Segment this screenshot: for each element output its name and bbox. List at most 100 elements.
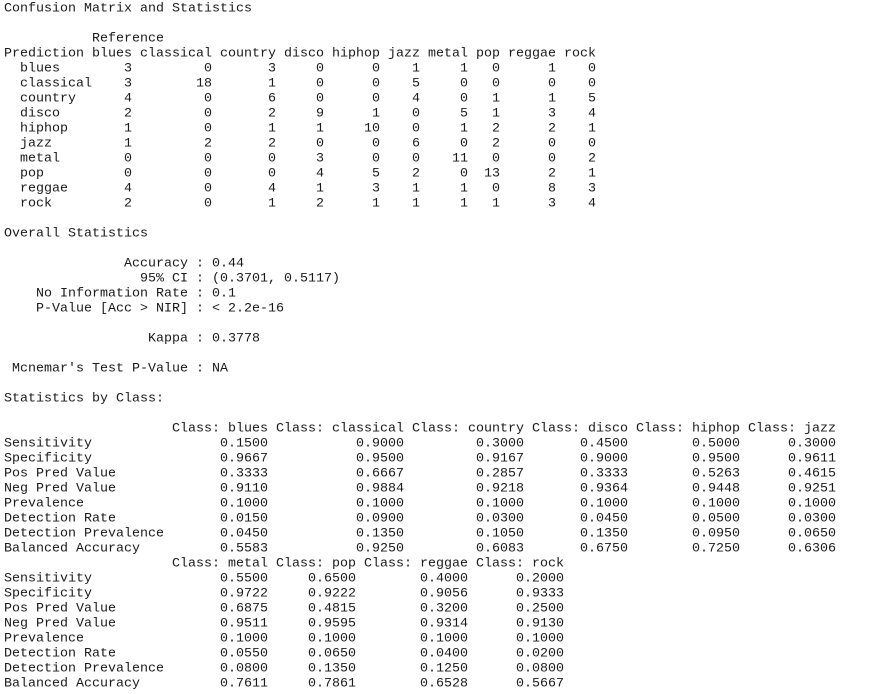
cell: 0.4815 <box>308 602 356 617</box>
cell: 0.4000 <box>420 572 468 587</box>
cell: 0.9722 <box>220 587 268 602</box>
row-label: jazz <box>20 137 52 152</box>
row-label: Sensitivity <box>4 572 92 587</box>
cell: 5 <box>372 167 380 182</box>
cell: 0.1000 <box>580 497 628 512</box>
cell: 0.9595 <box>308 617 356 632</box>
stat-label: Kappa <box>148 332 188 347</box>
cell: 0 <box>372 62 380 77</box>
cell: 0.0900 <box>356 512 404 527</box>
cell: 0 <box>204 62 212 77</box>
cell: 0 <box>548 152 556 167</box>
cell: 0 <box>588 62 596 77</box>
title: Confusion Matrix and Statistics <box>4 2 252 17</box>
cell: 0 <box>316 137 324 152</box>
cell: 10 <box>364 122 380 137</box>
cell: 0.0500 <box>692 512 740 527</box>
row-label: disco <box>20 107 60 122</box>
row-label: Pos Pred Value <box>4 467 116 482</box>
class-header: Class: disco <box>532 422 628 437</box>
cell: 5 <box>460 107 468 122</box>
separator: : <box>196 332 204 347</box>
class-header: Class: reggae <box>364 557 468 572</box>
row-label: Pos Pred Value <box>4 602 116 617</box>
cell: 0 <box>492 62 500 77</box>
cell: 0.6667 <box>356 467 404 482</box>
cell: 5 <box>412 77 420 92</box>
row-label: Prevalence <box>4 632 84 647</box>
row-label: Prevalence <box>4 497 84 512</box>
row-label: Neg Pred Value <box>4 617 116 632</box>
cell: 0.4500 <box>580 437 628 452</box>
cell: 0.9667 <box>220 452 268 467</box>
cell: 0.9130 <box>516 617 564 632</box>
cell: 0 <box>204 122 212 137</box>
cell: 0.0800 <box>220 662 268 677</box>
cell: 0.1000 <box>476 497 524 512</box>
column-header: disco <box>284 47 324 62</box>
cell: 0.1000 <box>356 497 404 512</box>
cell: 0 <box>372 152 380 167</box>
cell: 0.0300 <box>476 512 524 527</box>
stat-label: Mcnemar's Test P-Value <box>12 362 188 377</box>
column-header: metal <box>428 47 468 62</box>
row-label: reggae <box>20 182 68 197</box>
cell: 1 <box>372 107 380 122</box>
stat-value: NA <box>212 362 228 377</box>
cell: 0.9364 <box>580 482 628 497</box>
row-label: Balanced Accuracy <box>4 542 140 557</box>
cell: 2 <box>268 137 276 152</box>
cell: 1 <box>412 197 420 212</box>
separator: : <box>196 362 204 377</box>
row-label: Detection Rate <box>4 647 116 662</box>
cell: 0.0450 <box>220 527 268 542</box>
separator: : <box>196 272 204 287</box>
cell: 0.9056 <box>420 587 468 602</box>
cell: 0.6750 <box>580 542 628 557</box>
cell: 1 <box>268 197 276 212</box>
cell: 1 <box>268 122 276 137</box>
stat-label: P-Value [Acc > NIR] <box>36 302 188 317</box>
cell: 1 <box>460 197 468 212</box>
column-header: pop <box>476 47 500 62</box>
cell: 5 <box>588 92 596 107</box>
cell: 8 <box>548 182 556 197</box>
cell: 0 <box>204 197 212 212</box>
cell: 0.6500 <box>308 572 356 587</box>
cell: 1 <box>588 122 596 137</box>
cell: 0.9611 <box>788 452 836 467</box>
cell: 4 <box>268 182 276 197</box>
cell: 0.9222 <box>308 587 356 602</box>
cell: 2 <box>548 167 556 182</box>
cell: 0.1000 <box>692 497 740 512</box>
section-title: Statistics by Class: <box>4 392 164 407</box>
cell: 0.9167 <box>476 452 524 467</box>
class-header: Class: rock <box>476 557 564 572</box>
cell: 6 <box>412 137 420 152</box>
cell: 0.5263 <box>692 467 740 482</box>
cell: 0.1350 <box>308 662 356 677</box>
cell: 2 <box>268 107 276 122</box>
cell: 0.0300 <box>788 512 836 527</box>
section-title: Overall Statistics <box>4 227 148 242</box>
cell: 0.5000 <box>692 437 740 452</box>
cell: 0.6528 <box>420 677 468 692</box>
separator: : <box>196 287 204 302</box>
cell: 0.7250 <box>692 542 740 557</box>
cell: 0.1000 <box>516 632 564 647</box>
cell: 0.9511 <box>220 617 268 632</box>
cell: 1 <box>124 122 132 137</box>
cell: 2 <box>204 137 212 152</box>
cell: 0.9448 <box>692 482 740 497</box>
cell: 2 <box>588 152 596 167</box>
column-header: rock <box>564 47 596 62</box>
cell: 0.4615 <box>788 467 836 482</box>
cell: 18 <box>196 77 212 92</box>
cell: 0.3000 <box>476 437 524 452</box>
cell: 0 <box>492 182 500 197</box>
separator: : <box>196 257 204 272</box>
cell: 0.3333 <box>580 467 628 482</box>
cell: 0.0450 <box>580 512 628 527</box>
row-label: metal <box>20 152 60 167</box>
